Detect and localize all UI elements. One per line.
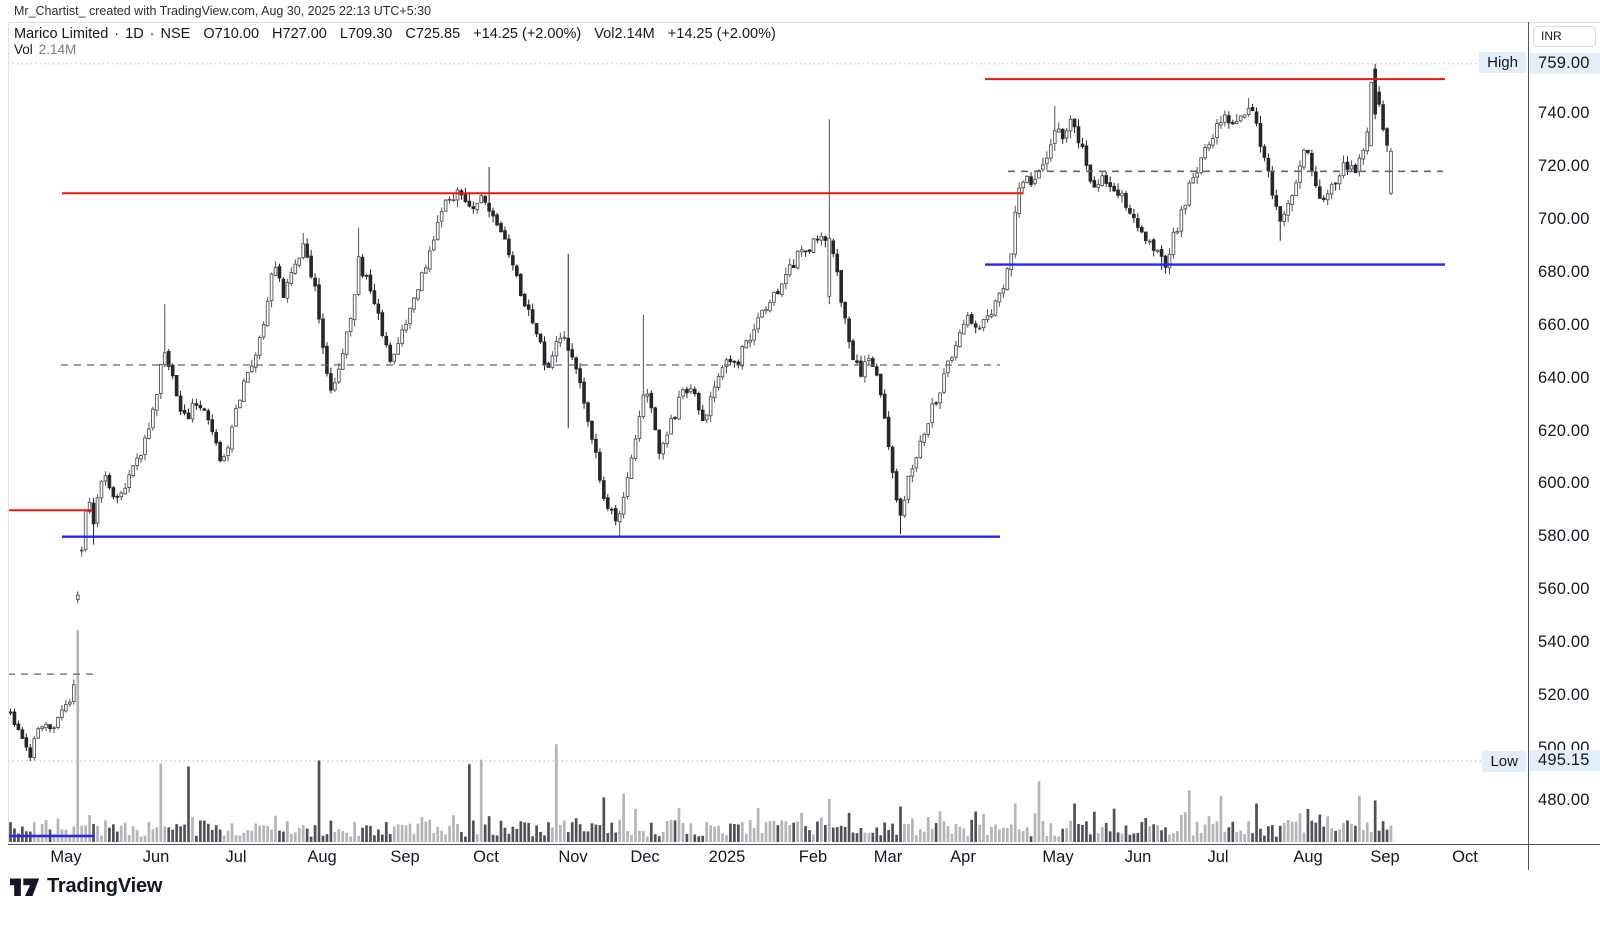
attribution-watermark: Mr_Chartist_ created with TradingView.co… — [14, 4, 432, 18]
price-axis-tick: 580.00 — [1529, 526, 1600, 548]
price-axis-marker-value: 495.15 — [1529, 750, 1600, 772]
currency-badge[interactable]: INR — [1533, 26, 1596, 47]
volume-value-inline: Vol2.14M — [594, 26, 655, 42]
volume-value: 2.14M — [38, 42, 77, 57]
price-axis-tick: 540.00 — [1529, 631, 1600, 653]
time-axis-label: Aug — [1293, 848, 1323, 866]
time-axis-label: Oct — [473, 848, 499, 866]
interval-label[interactable]: 1D — [125, 26, 144, 42]
ohlc-low: L709.30 — [339, 26, 393, 42]
price-axis-tick: 520.00 — [1529, 684, 1600, 706]
price-axis-tick: 700.00 — [1529, 209, 1600, 231]
volume-legend: Vol 2.14M — [14, 42, 76, 57]
chart-border-top — [8, 22, 1600, 23]
price-change: +14.25 (+2.00%) — [473, 26, 582, 42]
price-axis-tick: 480.00 — [1529, 790, 1600, 812]
time-axis-label: Jul — [225, 848, 247, 866]
chart-border-left — [8, 22, 9, 844]
candlesticks — [8, 63, 1393, 761]
time-axis-label: Jun — [1124, 848, 1152, 866]
time-axis-label: Oct — [1452, 848, 1478, 866]
time-axis-label: Jul — [1207, 848, 1229, 866]
ohlc-high: H727.00 — [272, 26, 327, 42]
legend-separator: · — [114, 26, 120, 42]
time-axis-label: Aug — [307, 848, 337, 866]
time-axis-label: Mar — [873, 848, 903, 866]
price-axis-tick: 680.00 — [1529, 262, 1600, 284]
time-axis-label: Jun — [142, 848, 170, 866]
drawn-level-lines[interactable] — [8, 78, 1445, 838]
chart-border-bottom — [8, 844, 1600, 845]
time-axis-label: May — [50, 848, 82, 866]
time-axis[interactable]: May Jun Jul Aug Sep Oct Nov Dec 2025 Feb Mar Apr May… — [0, 847, 1600, 867]
price-axis-separator[interactable] — [1528, 22, 1529, 870]
time-axis-label: Apr — [950, 848, 976, 866]
time-axis-label: Nov — [558, 848, 588, 866]
price-axis[interactable]: INR 759.00 740.00 720.00 700.00 680.00 660.00… — [1529, 0, 1600, 927]
price-axis-tick: 560.00 — [1529, 579, 1600, 601]
symbol-title[interactable]: Marico Limited — [14, 26, 109, 42]
volume-change: +14.25 (+2.00%) — [667, 26, 776, 42]
price-axis-tick: 600.00 — [1529, 473, 1600, 495]
tradingview-wordmark: TradingView — [47, 874, 163, 897]
time-axis-label: Sep — [390, 848, 420, 866]
low-marker-label: Low — [1482, 751, 1526, 772]
volume-bars — [9, 630, 1393, 842]
price-axis-marker-value: 759.00 — [1529, 53, 1600, 75]
price-axis-tick: 740.00 — [1529, 103, 1600, 125]
high-low-marker-lines — [8, 63, 1486, 762]
exchange-label: NSE — [160, 26, 191, 42]
tradingview-logo-icon — [10, 878, 40, 896]
time-axis-label: May — [1042, 848, 1074, 866]
tradingview-logo[interactable]: TradingView — [10, 870, 162, 902]
price-axis-tick: 660.00 — [1529, 314, 1600, 336]
volume-label[interactable]: Vol — [14, 42, 33, 57]
symbol-legend: Marico Limited · 1D · NSE O710.00 H727.00 L7… — [14, 26, 776, 42]
time-axis-label: Sep — [1370, 848, 1400, 866]
time-axis-label: Feb — [798, 848, 828, 866]
ohlc-close: C725.85 — [405, 26, 461, 42]
time-axis-label: Dec — [630, 848, 660, 866]
price-axis-tick: 620.00 — [1529, 420, 1600, 442]
time-axis-label: 2025 — [708, 848, 746, 866]
high-marker-label: High — [1479, 52, 1526, 73]
price-axis-tick: 720.00 — [1529, 156, 1600, 178]
legend-separator: · — [149, 26, 155, 42]
price-axis-tick: 640.00 — [1529, 367, 1600, 389]
ohlc-open: O710.00 — [203, 26, 260, 42]
